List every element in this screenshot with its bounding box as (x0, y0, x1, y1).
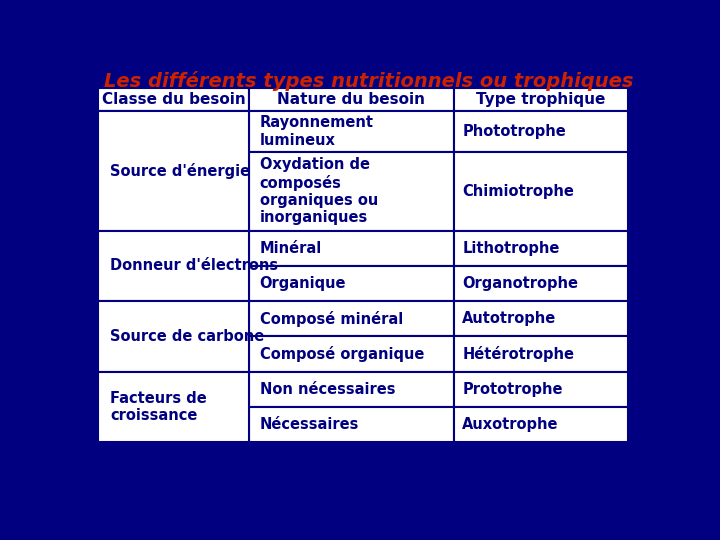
Bar (99, 336, 249, 372)
Bar (99, 301, 249, 336)
Text: Minéral: Minéral (260, 241, 322, 256)
Bar (99, 266, 249, 301)
Bar (249, 407, 454, 442)
Text: Lithotrophe: Lithotrophe (462, 241, 559, 256)
Text: Nécessaires: Nécessaires (260, 417, 359, 432)
Bar (249, 152, 454, 231)
Text: Composé minéral: Composé minéral (260, 310, 403, 327)
Text: Classe du besoin: Classe du besoin (102, 92, 246, 107)
Bar (99, 301, 249, 372)
Bar (249, 266, 454, 301)
Bar (249, 336, 454, 372)
Bar (249, 231, 454, 266)
Text: Autotrophe: Autotrophe (462, 311, 557, 326)
Bar (454, 88, 629, 111)
Bar (99, 231, 249, 266)
Text: Non nécessaires: Non nécessaires (260, 382, 395, 397)
Bar (454, 407, 629, 442)
Text: Composé organique: Composé organique (260, 346, 424, 362)
Text: Les différents types nutritionnels ou trophiques: Les différents types nutritionnels ou tr… (104, 71, 634, 91)
Text: Facteurs de
croissance: Facteurs de croissance (110, 390, 207, 423)
Text: Type trophique: Type trophique (477, 92, 606, 107)
Bar (454, 231, 629, 266)
Text: Prototrophe: Prototrophe (462, 382, 563, 397)
Bar (99, 111, 249, 231)
Text: Auxotrophe: Auxotrophe (462, 417, 559, 432)
Text: Oxydation de
composés
organiques ou
inorganiques: Oxydation de composés organiques ou inor… (260, 157, 378, 225)
Text: Organique: Organique (260, 276, 346, 291)
Bar (99, 88, 249, 111)
Text: Source d'énergie: Source d'énergie (110, 163, 251, 179)
Bar (99, 231, 249, 301)
Bar (454, 301, 629, 336)
Text: Source de carbone: Source de carbone (110, 329, 265, 344)
Bar (99, 152, 249, 231)
Text: Donneur d'électrons: Donneur d'électrons (110, 259, 279, 273)
Text: Organotrophe: Organotrophe (462, 276, 578, 291)
Bar (99, 372, 249, 442)
Bar (454, 152, 629, 231)
Bar (99, 111, 249, 152)
Bar (454, 111, 629, 152)
Bar (249, 301, 454, 336)
Text: Rayonnement
lumineux: Rayonnement lumineux (260, 115, 374, 147)
Bar (454, 266, 629, 301)
Bar (99, 88, 629, 442)
Bar (99, 372, 249, 407)
Bar (249, 372, 454, 407)
Bar (249, 88, 454, 111)
Bar (249, 111, 454, 152)
Bar (454, 372, 629, 407)
Text: Nature du besoin: Nature du besoin (277, 92, 426, 107)
Text: Chimiotrophe: Chimiotrophe (462, 184, 574, 199)
Text: Hétérotrophe: Hétérotrophe (462, 346, 575, 362)
Bar (99, 407, 249, 442)
Text: Phototrophe: Phototrophe (462, 124, 566, 139)
Bar (454, 336, 629, 372)
